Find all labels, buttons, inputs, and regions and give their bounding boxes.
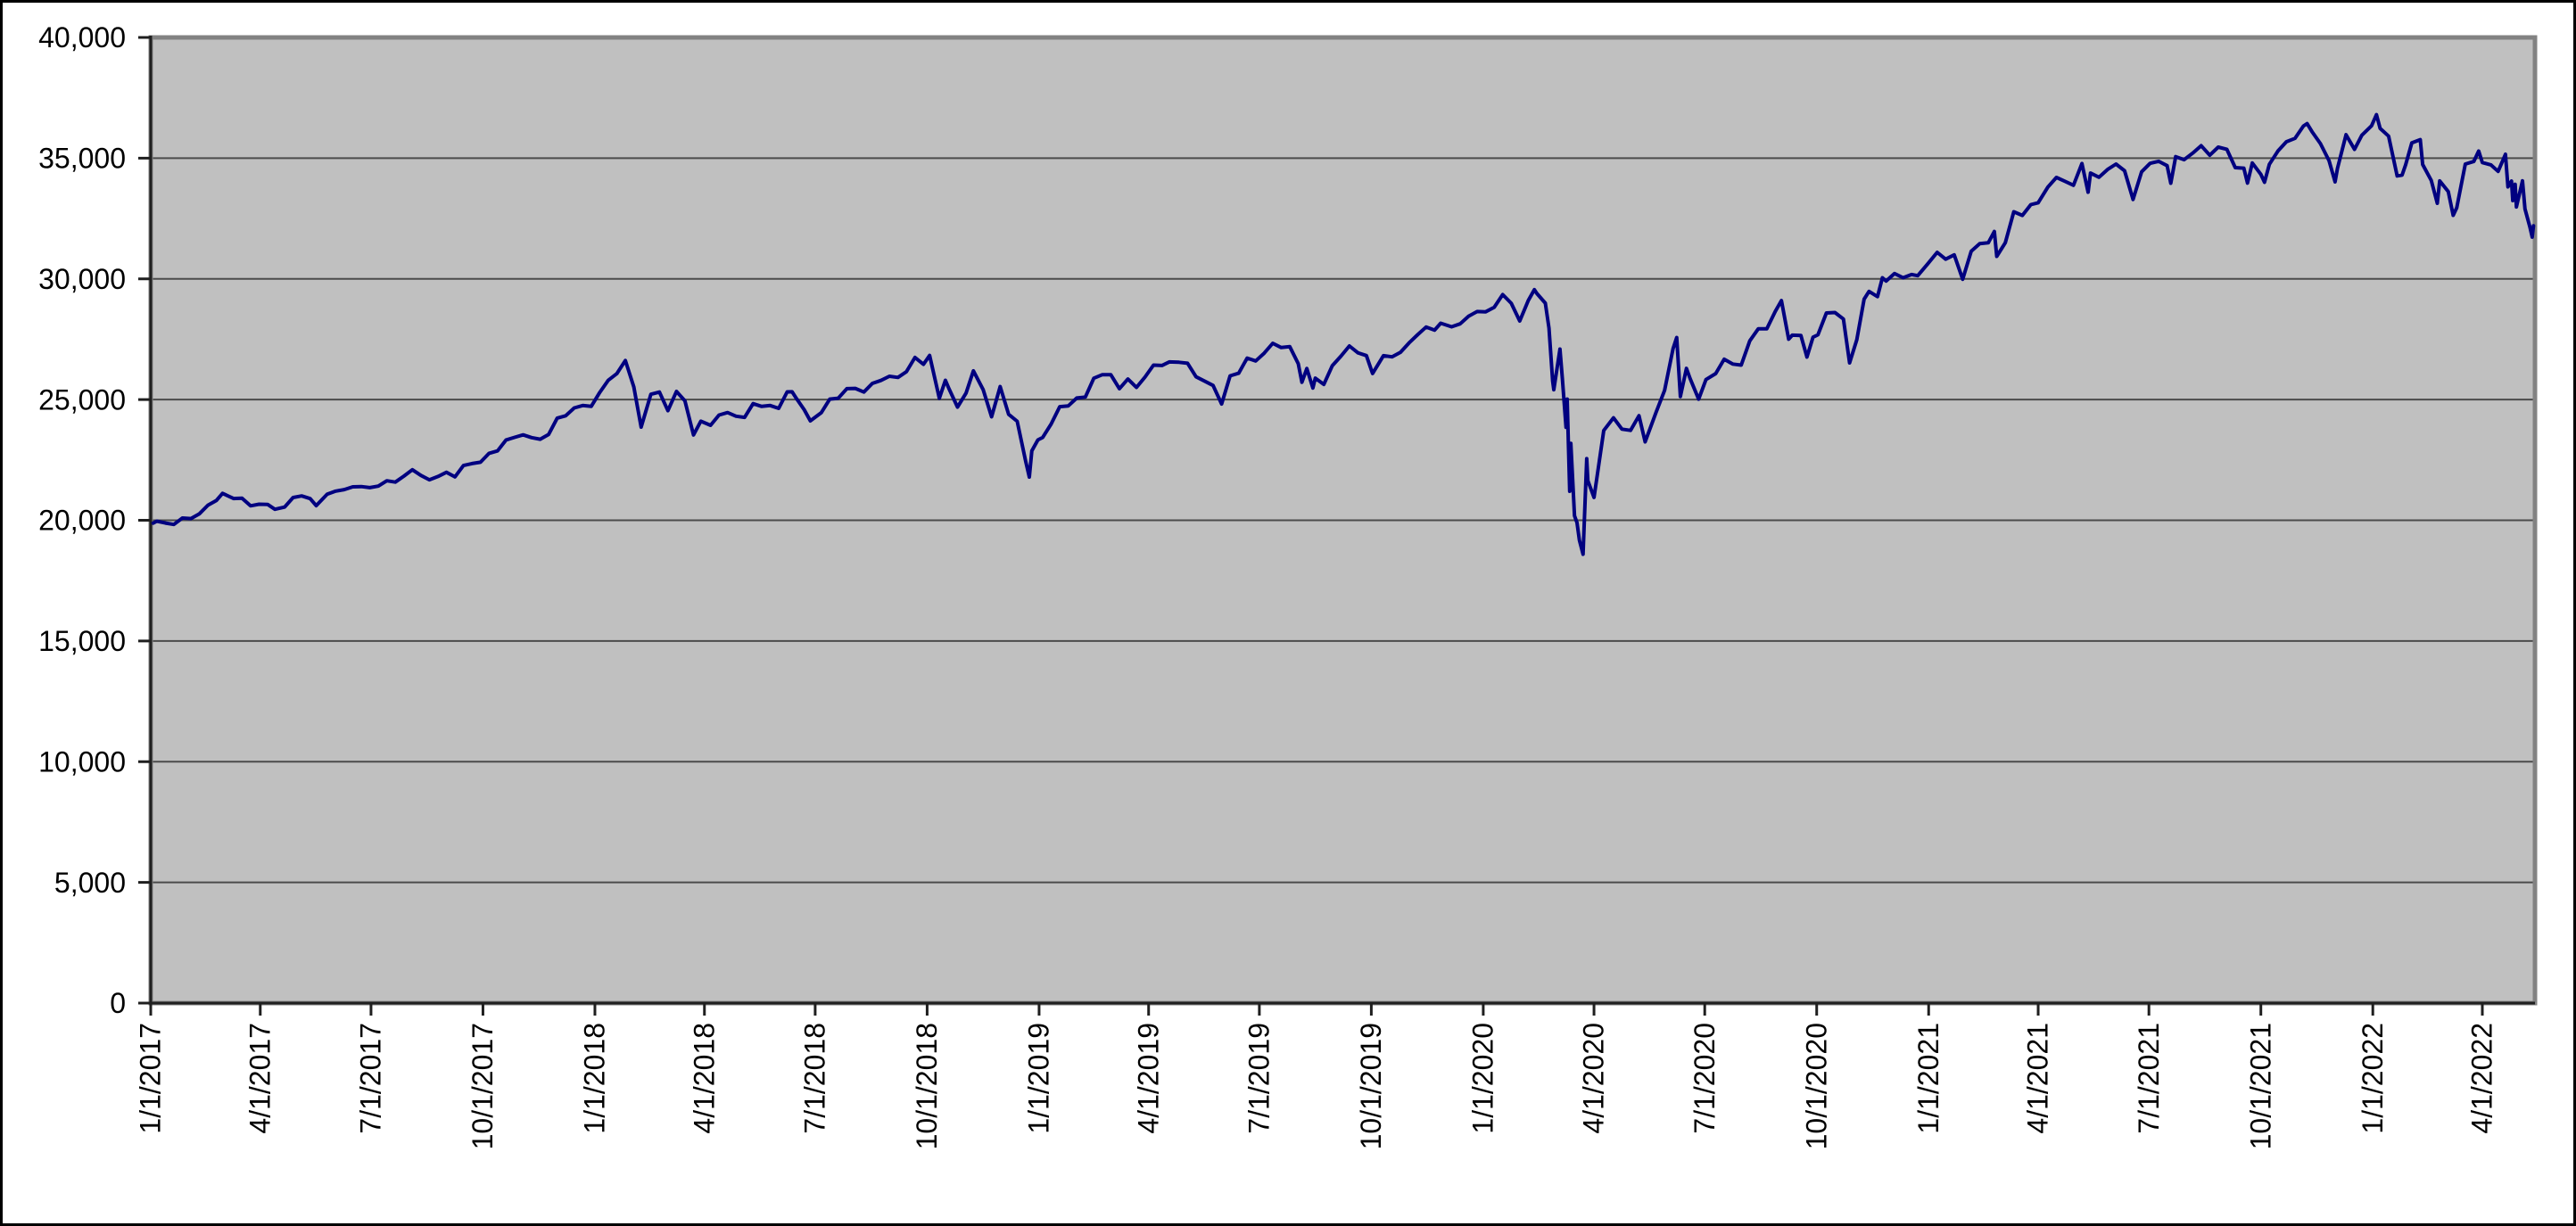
y-axis-label: 10,000 xyxy=(38,745,126,778)
y-axis-label: 20,000 xyxy=(38,505,126,537)
x-axis-label: 4/1/2021 xyxy=(2022,1023,2054,1134)
price-line-chart: 0 5,000 10,000 15,000 20,000 25,000 30,000 35,0… xyxy=(38,21,2538,1149)
x-axis-label: 7/1/2017 xyxy=(354,1023,386,1134)
x-axis-label: 4/1/2020 xyxy=(1578,1023,1610,1134)
x-axis-label: 4/1/2019 xyxy=(1132,1023,1164,1134)
y-axis-label: 5,000 xyxy=(54,867,126,899)
gridlines xyxy=(151,157,2535,884)
x-axis-label: 1/1/2021 xyxy=(1912,1023,1944,1134)
x-axis-label: 10/1/2020 xyxy=(1800,1023,1832,1149)
x-axis-label: 10/1/2018 xyxy=(911,1023,943,1149)
x-axis-label: 7/1/2021 xyxy=(2133,1023,2165,1134)
y-axis-label: 25,000 xyxy=(38,383,126,416)
x-axis-label: 1/1/2019 xyxy=(1022,1023,1054,1134)
x-axis-label: 10/1/2021 xyxy=(2244,1023,2276,1149)
x-axis-label: 4/1/2022 xyxy=(2466,1023,2498,1134)
y-axis-label: 30,000 xyxy=(38,263,126,295)
x-axis-labels: 1/1/2017 4/1/2017 7/1/2017 10/1/2017 1/1/201… xyxy=(135,1023,2498,1149)
x-axis-label: 1/1/2020 xyxy=(1466,1023,1499,1134)
x-axis-label: 1/1/2022 xyxy=(2357,1023,2389,1134)
y-axis-label: 40,000 xyxy=(38,21,126,53)
y-axis-label: 15,000 xyxy=(38,625,126,657)
x-axis-label: 7/1/2019 xyxy=(1243,1023,1275,1134)
y-axis-label: 35,000 xyxy=(38,143,126,175)
x-axis-label: 1/1/2018 xyxy=(579,1023,611,1134)
x-axis-label: 1/1/2017 xyxy=(135,1023,167,1134)
x-axis-label: 10/1/2019 xyxy=(1355,1023,1387,1149)
x-axis-label: 10/1/2017 xyxy=(466,1023,499,1149)
series-line-dow-jones xyxy=(151,112,2536,556)
y-axis-labels: 0 5,000 10,000 15,000 20,000 25,000 30,000 35,0… xyxy=(38,21,126,1019)
axes xyxy=(138,36,2535,1016)
y-axis-label: 0 xyxy=(110,987,126,1019)
x-axis-label: 7/1/2018 xyxy=(798,1023,830,1134)
x-axis-label: 4/1/2018 xyxy=(688,1023,720,1134)
x-axis-label: 4/1/2017 xyxy=(244,1023,276,1134)
x-axis-label: 7/1/2020 xyxy=(1688,1023,1721,1134)
